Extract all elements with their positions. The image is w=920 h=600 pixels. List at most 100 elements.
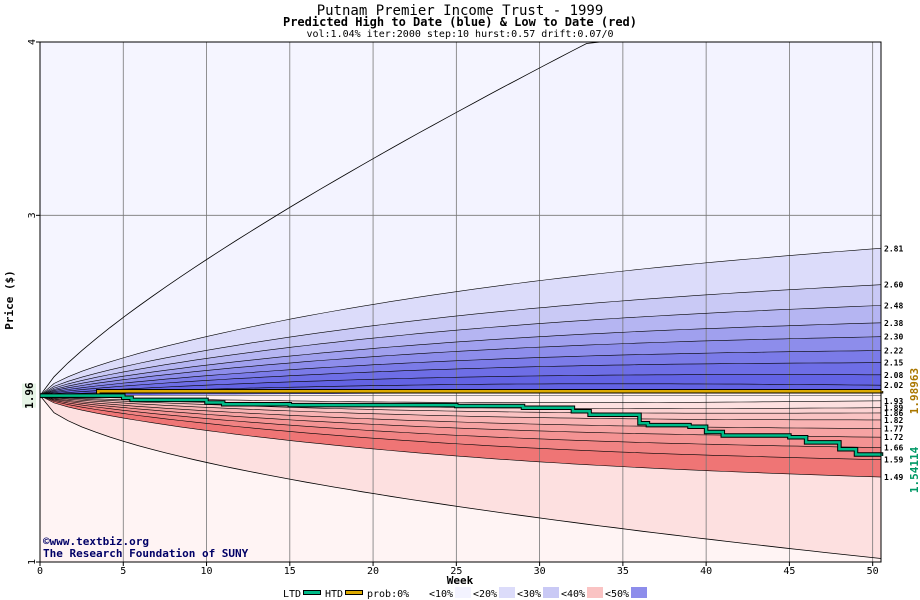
legend-label-6: <40% [561,589,585,600]
legend-line-0 [304,591,320,594]
end-labels: 2.81 2.60 2.48 2.38 2.30 2.22 2.15 2.082.02 1.93… [884,244,920,493]
x-tick-label-10: 10 [201,566,213,577]
plot-frame [39,41,882,563]
contour-high-4 [39,336,882,396]
credit-site: ©www.textbiz.org [43,535,149,548]
band-high-8 [40,374,881,396]
chart-subtitle: Predicted High to Date (blue) & Low to D… [283,15,637,29]
high-end-label-0: 2.81 [884,244,903,253]
band-low-6 [40,395,881,448]
band-low-8 [40,395,881,478]
legend-label-4: <20% [473,589,497,600]
low-end-label-2: 1.86 [884,409,903,418]
contour-high-3 [39,322,882,396]
band-high-2 [40,284,881,396]
contour-low-3 [39,395,881,421]
htd-end-label: 1.98963 [908,368,920,414]
band-low-top [40,391,881,403]
band-high-4 [40,322,881,396]
contour-high-5 [39,350,882,396]
band-low-3 [40,395,881,420]
high-end-label-5: 2.22 [884,347,903,356]
legend-swatch-4 [499,587,515,598]
low-end-label-6: 1.66 [884,444,903,453]
low-end-label-0: 1.93 [884,397,903,406]
legend-label-3: <10% [429,589,453,600]
band-low-tail [40,395,881,562]
high-end-label-1: 2.60 [884,281,903,290]
high-end-label-7: 2.08 [884,371,903,380]
band-low-1 [40,395,881,409]
x-tick-label-15: 15 [284,566,296,577]
contour-low-7 [39,395,882,460]
x-tick-label-40: 40 [700,566,712,577]
band-high-6 [40,350,881,396]
legend-label-1: HTD [325,589,343,600]
high-end-label-4: 2.30 [884,333,903,342]
y-tick-label-4: 4 [27,39,38,45]
high-end-label-2: 2.48 [884,301,903,310]
ltd-line [40,394,883,456]
high-end-label-3: 2.38 [884,319,903,328]
contour-low-2 [39,395,882,414]
legend-label-5: <30% [517,589,541,600]
contour-low-6 [39,395,882,448]
legend: LTD HTD prob:0% <10% <20% <30% <40% <50% [283,587,647,600]
contour-high-1 [39,284,882,396]
chart-params: vol:1.04% iter:2000 step:10 hurst:0.57 d… [306,29,613,40]
x-tick-label-45: 45 [783,566,795,577]
axes: 0 5 10 15 20 25 30 35 40 45 50 1 3 4 1.96 [22,39,882,577]
x-tick-label-25: 25 [450,566,462,577]
band-high-tail [40,42,881,396]
chart-title: Putnam Premier Income Trust - 1999 [317,3,604,19]
band-high-0 [40,42,881,396]
band-low-4 [40,395,881,429]
legend-swatch-2 [411,587,427,598]
legend-label-0: LTD [283,589,301,600]
high-end-label-8: 2.02 [884,381,903,390]
band-high-1 [40,248,881,396]
legend-label-2: prob:0% [367,589,409,600]
legend-swatch-6 [587,587,603,598]
low-end-label-7: 1.59 [884,456,903,465]
low-end-label-5: 1.72 [884,433,903,442]
contour-high-7 [39,374,881,396]
ltd-end-label: 1.54114 [908,446,920,493]
start-price-label: 1.96 [23,382,36,409]
credit-org: The Research Foundation of SUNY [43,547,249,560]
contour-high-2 [39,305,882,396]
band-low-7 [40,395,881,460]
low-end-label-8: 1.49 [884,473,903,482]
contour-low-8 [39,395,882,478]
band-high-5 [40,336,881,396]
x-tick-label-35: 35 [617,566,629,577]
contour-low-4 [39,395,882,429]
y-tick-label-1: 1 [27,559,38,565]
legend-swatch-3 [455,587,471,598]
low-end-label-1: 1.89 [884,404,903,413]
x-tick-label-0: 0 [37,566,43,577]
contour-high-0 [39,248,882,396]
band-high-3 [40,305,881,396]
x-tick-label-5: 5 [120,566,126,577]
contour-outer-low [39,395,882,559]
legend-swatch-5 [543,587,559,598]
x-tick-label-30: 30 [534,566,546,577]
band-high-7 [40,362,881,396]
band-low-outer [40,395,881,559]
series-layer [39,41,884,559]
plot-area [40,42,881,562]
legend-line-1 [346,591,362,594]
y-axis-label: Price ($) [3,270,16,330]
legend-swatch-7 [631,587,647,598]
low-end-label-4: 1.77 [884,425,903,434]
x-axis-label: Week [447,574,474,587]
legend-label-7: <50% [605,589,629,600]
low-end-label-3: 1.82 [884,416,903,425]
y-tick-label-3: 3 [27,212,38,218]
contour-high-6 [39,362,881,396]
high-end-label-6: 2.15 [884,359,903,368]
x-tick-label-50: 50 [867,566,879,577]
start-price-bg [22,383,36,408]
